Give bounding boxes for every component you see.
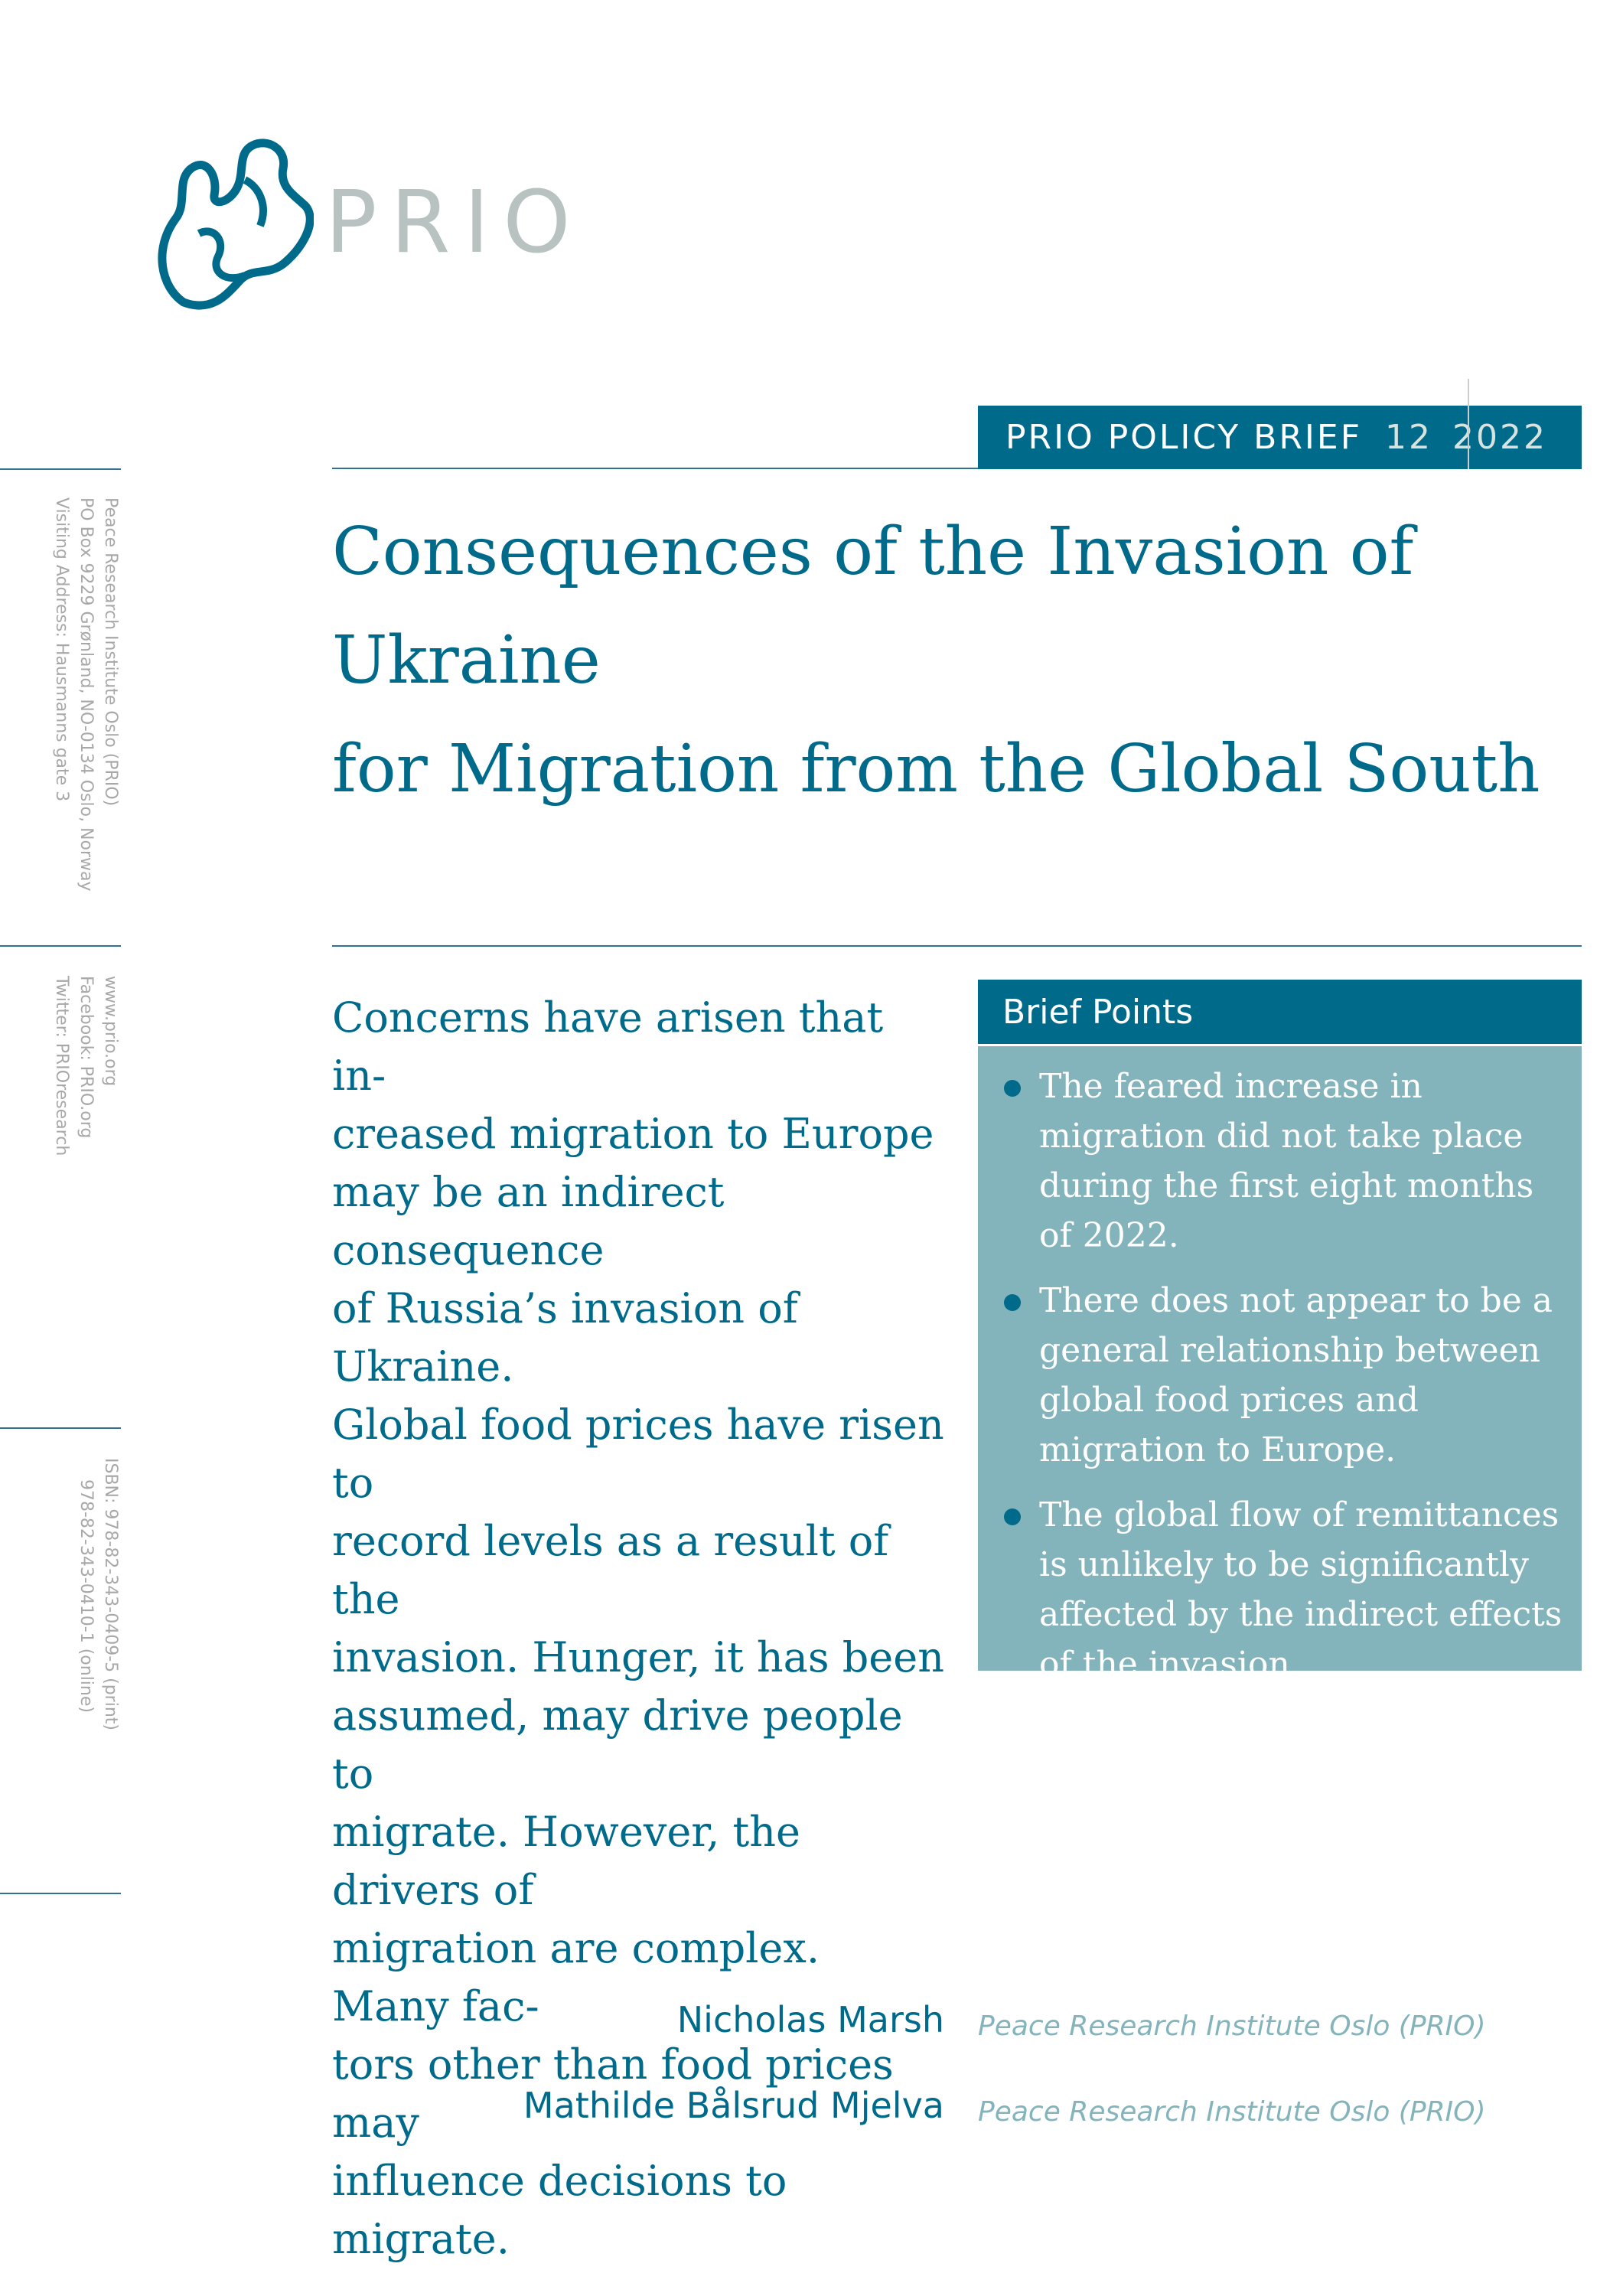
brief-point: There does not appear to be a general re…	[1004, 1276, 1566, 1475]
intro-line: Concerns have arisen that in-	[332, 993, 884, 1100]
intro-paragraph: Concerns have arisen that in- creased mi…	[332, 989, 944, 2268]
brief-points-heading: Brief Points	[978, 980, 1582, 1046]
intro-line: creased migration to Europe	[332, 1110, 934, 1158]
title-top-rule	[332, 468, 978, 469]
banner-label: PRIO POLICY BRIEF	[1005, 418, 1363, 457]
sidebar-web: www.prio.org Facebook: PRIO.org Twitter:…	[49, 976, 122, 1156]
author-affiliation: Peace Research Institute Oslo (PRIO)	[978, 2096, 1486, 2128]
author-name: Mathilde Bålsrud Mjelva	[523, 2085, 944, 2126]
policy-brief-banner: PRIO POLICY BRIEF 12 2022	[978, 406, 1582, 469]
intro-line: migration are complex. Many fac-	[332, 1924, 820, 2030]
banner-year: 2022	[1452, 418, 1547, 457]
intro-line: migrate. However, the drivers of	[332, 1808, 800, 1914]
sidebar-rule	[0, 945, 121, 947]
page-title: Consequences of the Invasion of Ukraine …	[332, 497, 1623, 823]
brief-point: The feared increase in migration did not…	[1004, 1062, 1566, 1261]
address-line: Visiting Address: Hausmanns gate 3	[52, 497, 71, 802]
section-rule	[332, 945, 1582, 947]
sidebar-rule	[0, 1893, 121, 1894]
brief-point-text: The feared increase in migration did not…	[1039, 1067, 1534, 1255]
isbn-print: ISBN: 978-82-343-0409-5 (print)	[101, 1458, 120, 1730]
address-line: PO Box 9229 Grønland, NO-0134 Oslo, Norw…	[77, 497, 96, 892]
intro-line: of Russia’s invasion of Ukraine.	[332, 1284, 798, 1391]
prio-logo-text: PRIO	[325, 173, 585, 272]
sidebar-address: Peace Research Institute Oslo (PRIO) PO …	[49, 497, 122, 892]
intro-line: invasion. Hunger, it has been	[332, 1633, 944, 1681]
brief-point-text: The global flow of remittances is unlike…	[1039, 1495, 1563, 1684]
brief-point: The global flow of remittances is unlike…	[1004, 1490, 1566, 1689]
sidebar-rule	[0, 1427, 121, 1429]
brief-point-text: There does not appear to be a general re…	[1039, 1281, 1553, 1469]
brief-points-list: The feared increase in migration did not…	[978, 1046, 1582, 1689]
intro-line: influence decisions to migrate.	[332, 2157, 787, 2263]
twitter-link[interactable]: Twitter: PRIOresearch	[52, 976, 71, 1156]
facebook-link[interactable]: Facebook: PRIO.org	[77, 976, 96, 1139]
prio-logo-mark-icon	[158, 139, 314, 310]
banner-line	[1468, 379, 1469, 469]
intro-line: Global food prices have risen to	[332, 1401, 944, 1507]
prio-logo: PRIO	[153, 134, 571, 314]
bullet-icon	[1004, 1294, 1021, 1311]
website-link[interactable]: www.prio.org	[101, 976, 120, 1087]
bullet-icon	[1004, 1080, 1021, 1097]
author-affiliation: Peace Research Institute Oslo (PRIO)	[978, 2011, 1486, 2042]
intro-line: tors other than food prices may	[332, 2040, 894, 2147]
isbn-online: 978-82-343-0410-1 (online)	[77, 1479, 96, 1713]
title-line: for Migration from the Global South	[332, 731, 1540, 807]
author-name: Nicholas Marsh	[676, 1999, 944, 2040]
sidebar-rule	[0, 468, 121, 470]
address-line: Peace Research Institute Oslo (PRIO)	[101, 497, 120, 807]
brief-points-box: Brief Points The feared increase in migr…	[978, 980, 1582, 1684]
intro-line: record levels as a result of the	[332, 1517, 889, 1623]
banner-number: 12	[1385, 418, 1433, 457]
intro-line: may be an indirect consequence	[332, 1168, 725, 1274]
intro-line: assumed, may drive people to	[332, 1691, 903, 1798]
sidebar-isbn: ISBN: 978-82-343-0409-5 (print) 978-82-3…	[73, 1458, 122, 1730]
title-line: Consequences of the Invasion of Ukraine	[332, 514, 1414, 699]
bullet-icon	[1004, 1508, 1021, 1525]
